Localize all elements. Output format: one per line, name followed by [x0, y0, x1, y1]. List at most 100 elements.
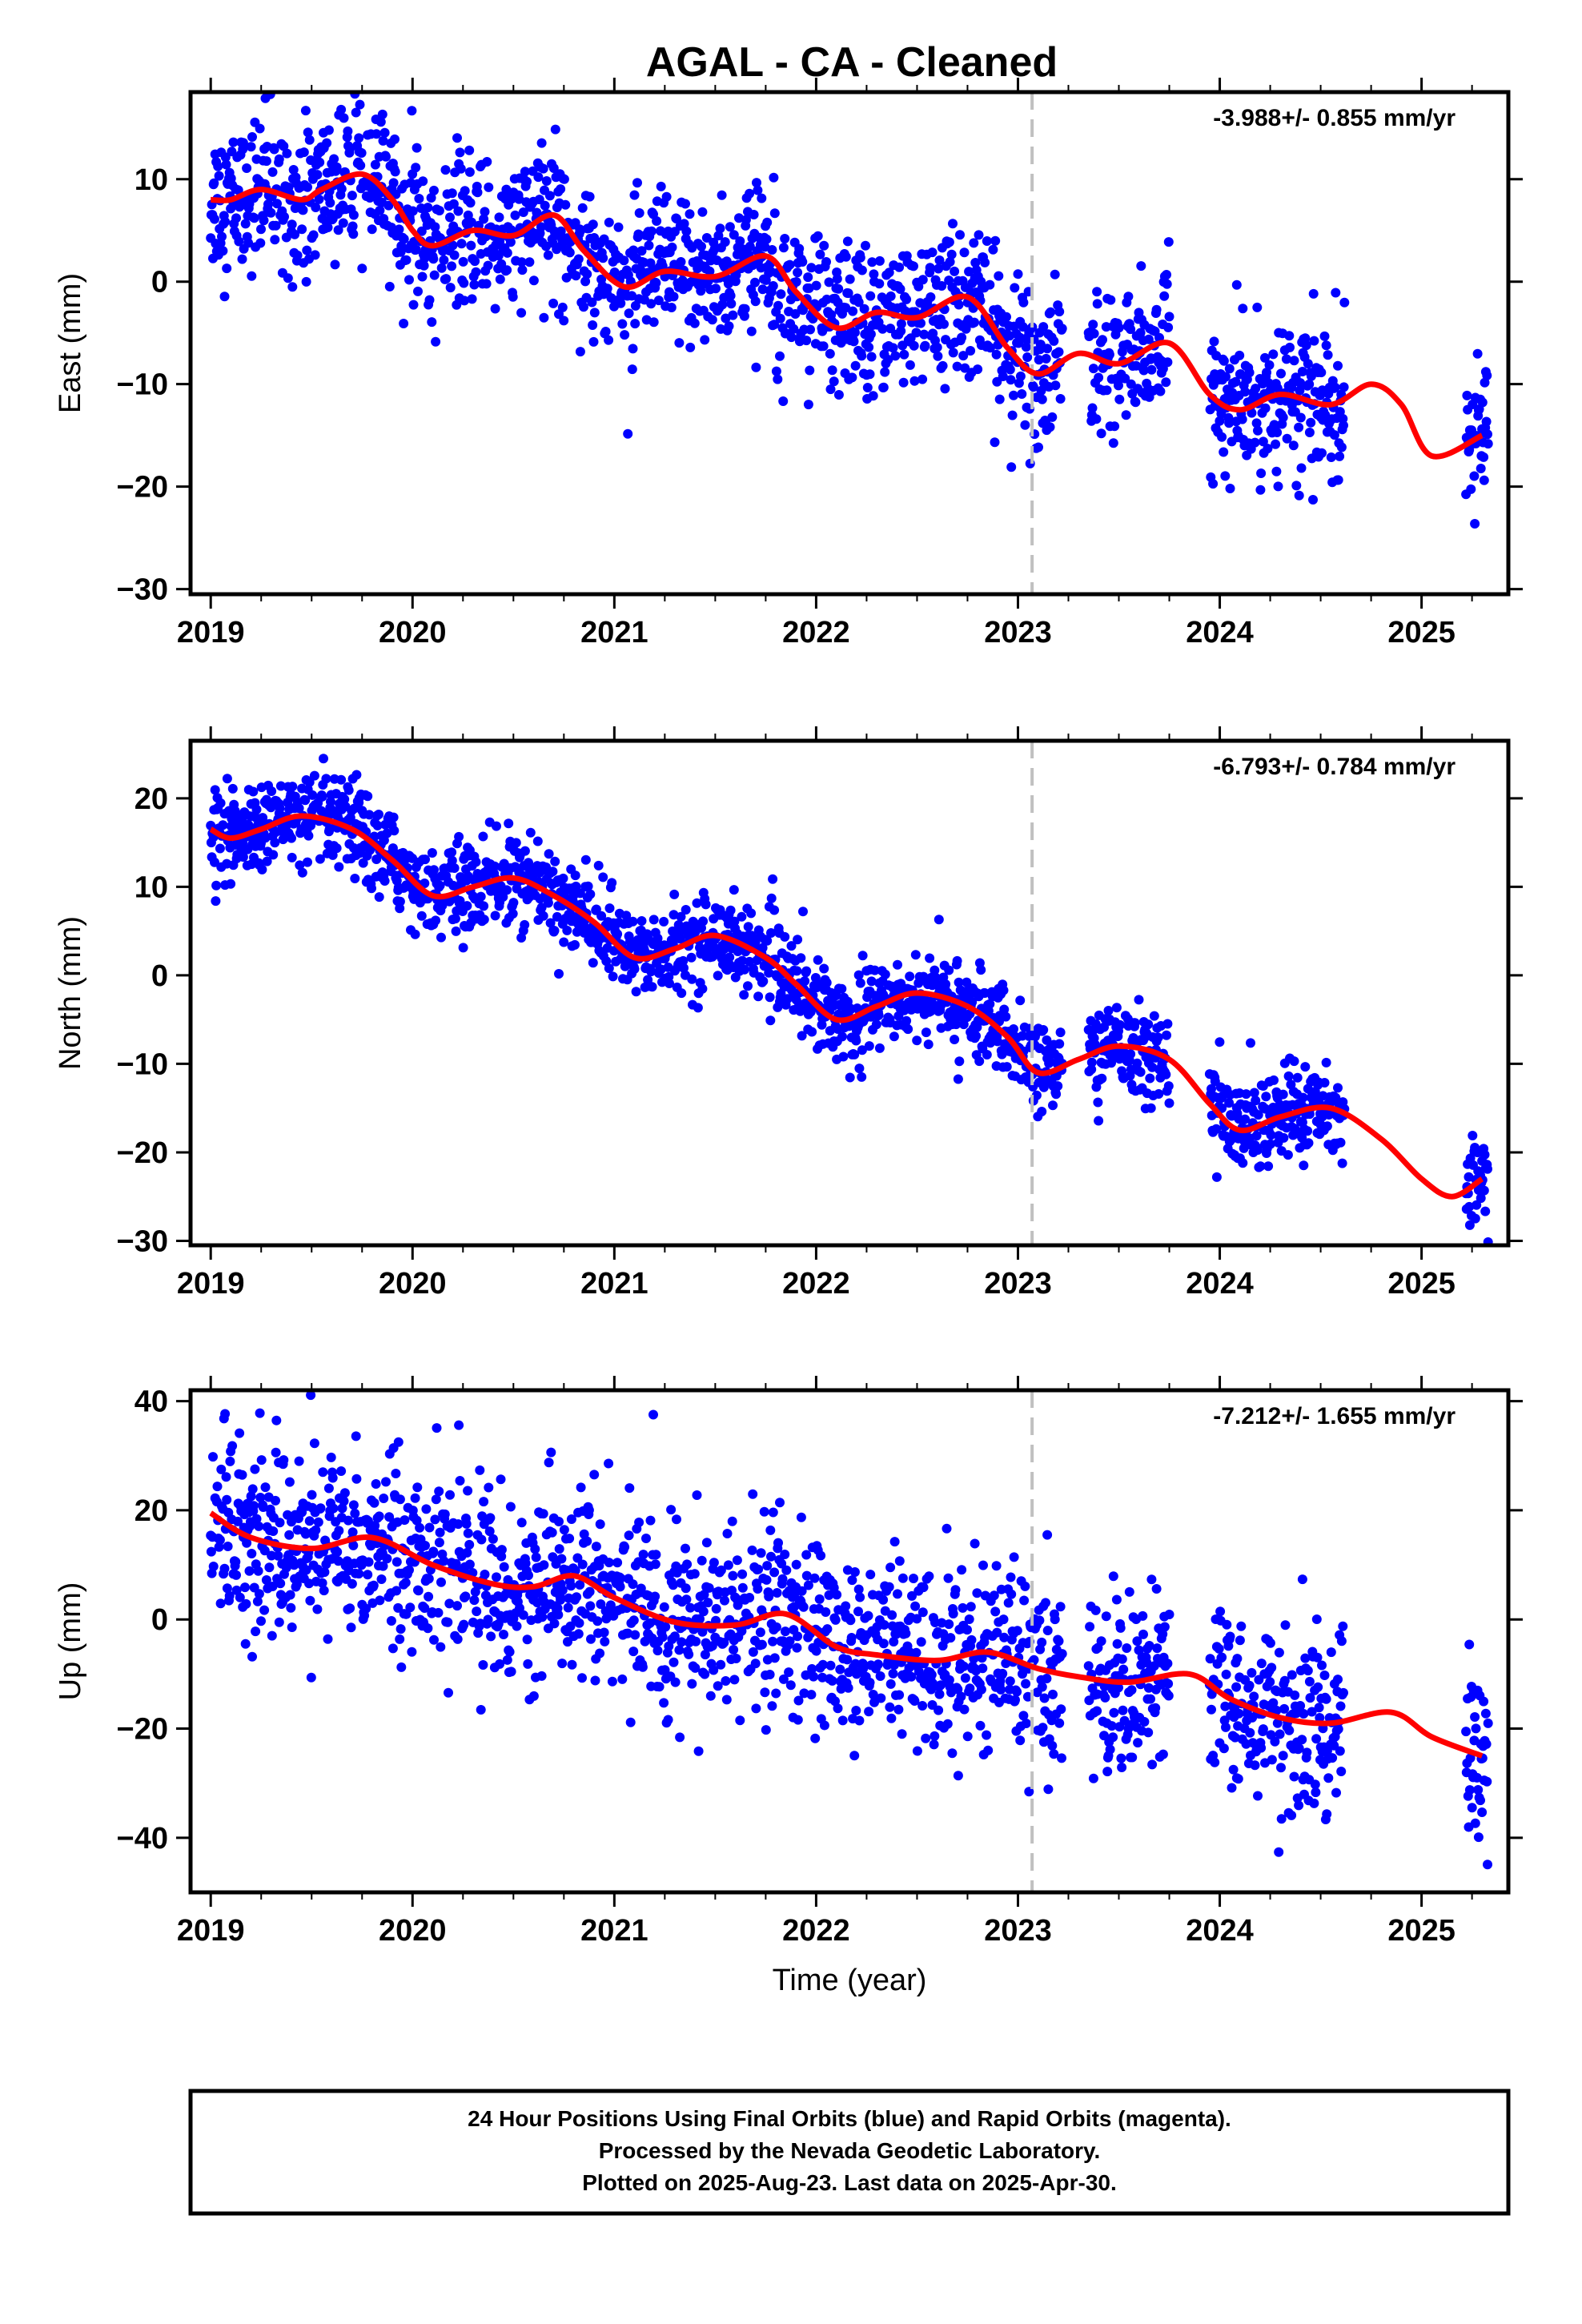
up-obs-point [347, 1578, 357, 1589]
east-obs-point [588, 336, 599, 347]
north-obs-point [324, 824, 335, 834]
east-obs-point [1224, 364, 1235, 374]
up-obs-point [906, 1671, 917, 1682]
east-obs-point [845, 274, 855, 284]
up-obs-point [858, 1663, 869, 1674]
east-obs-point [518, 207, 528, 217]
up-obs-point [279, 1455, 289, 1466]
north-obs-point [262, 856, 272, 866]
north-obs-point [628, 916, 638, 927]
north-obs-point [211, 896, 221, 907]
up-obs-point [837, 1715, 848, 1726]
north-obs-point [479, 915, 489, 925]
east-obs-point [365, 193, 375, 203]
north-obs-point [447, 855, 457, 866]
up-obs-point [960, 1673, 970, 1683]
north-obs-point [351, 770, 362, 780]
north-obs-point [327, 850, 338, 860]
east-obs-point [819, 240, 829, 251]
up-obs-point [777, 1574, 788, 1584]
east-obs-point [1088, 364, 1098, 374]
north-obs-point [1238, 1158, 1248, 1168]
up-obs-point [439, 1556, 449, 1566]
north-obs-point [952, 955, 962, 966]
north-obs-point [1037, 1107, 1047, 1116]
north-obs-point [462, 901, 472, 911]
east-obs-point [482, 157, 492, 167]
up-obs-point [536, 1671, 547, 1681]
north-obs-point [369, 831, 379, 842]
up-obs-point [998, 1668, 1008, 1679]
north-obs-point [953, 1074, 963, 1084]
up-obs-point [235, 1592, 245, 1602]
up-obs-point [463, 1528, 473, 1538]
east-obs-point [651, 278, 661, 288]
east-obs-point [1049, 336, 1059, 346]
east-obs-point [1339, 382, 1349, 392]
east-obs-point [909, 376, 920, 386]
east-obs-point [209, 178, 219, 188]
north-ytick-label: −10 [117, 1047, 168, 1081]
east-obs-point [301, 276, 311, 287]
east-obs-point [793, 267, 803, 278]
east-obs-point [1278, 412, 1288, 423]
north-xtick-label: 2023 [984, 1267, 1052, 1301]
east-obs-point [966, 346, 976, 356]
up-obs-point [429, 1634, 439, 1645]
north-obs-point [502, 885, 512, 895]
east-obs-point [775, 313, 785, 324]
east-obs-point [737, 244, 748, 255]
east-obs-point [1339, 297, 1350, 308]
up-obs-point [964, 1614, 974, 1624]
north-obs-point [588, 958, 598, 968]
north-obs-point [275, 803, 285, 814]
north-xtick-label: 2021 [580, 1267, 648, 1301]
up-obs-point [957, 1565, 967, 1575]
up-obs-point [595, 1648, 605, 1659]
north-obs-point [1468, 1131, 1478, 1140]
up-obs-point [268, 1526, 279, 1536]
east-obs-point [464, 167, 475, 177]
up-obs-point [891, 1629, 901, 1639]
east-obs-point [303, 127, 313, 138]
north-obs-point [1239, 1143, 1249, 1153]
up-obs-point [720, 1595, 729, 1606]
east-obs-point [221, 159, 231, 170]
up-obs-point [231, 1570, 241, 1580]
east-obs-point [541, 176, 552, 186]
east-obs-point [1301, 340, 1311, 351]
east-obs-point [448, 199, 459, 209]
north-obs-point [765, 1015, 776, 1026]
east-obs-point [865, 291, 876, 301]
east-obs-point [898, 377, 909, 388]
up-obs-point [477, 1511, 488, 1522]
up-obs-point [284, 1530, 295, 1540]
up-obs-point [354, 1569, 364, 1579]
east-obs-point [502, 247, 512, 258]
up-obs-point [524, 1570, 533, 1581]
up-obs-point [889, 1637, 899, 1647]
east-obs-point [619, 255, 629, 266]
up-obs-point [753, 1564, 764, 1574]
north-obs-point [677, 988, 687, 999]
east-obs-point [1055, 394, 1066, 404]
up-obs-point [731, 1654, 741, 1663]
up-obs-point [318, 1467, 328, 1478]
up-obs-point [590, 1675, 600, 1686]
north-obs-point [1279, 1132, 1289, 1143]
up-obs-point [241, 1598, 251, 1609]
up-obs-point [917, 1701, 928, 1711]
up-obs-point [816, 1550, 826, 1561]
up-obs-point [254, 1589, 264, 1599]
up-obs-point [762, 1561, 773, 1571]
up-obs-point [484, 1482, 494, 1493]
up-obs-point [556, 1554, 567, 1564]
up-obs-point [391, 1586, 402, 1596]
east-obs-point [785, 259, 795, 270]
up-obs-point [306, 1672, 316, 1683]
east-obs-point [1092, 287, 1102, 297]
north-obs-point [857, 1072, 867, 1082]
up-obs-point [978, 1663, 988, 1674]
north-obs-point [869, 965, 880, 975]
